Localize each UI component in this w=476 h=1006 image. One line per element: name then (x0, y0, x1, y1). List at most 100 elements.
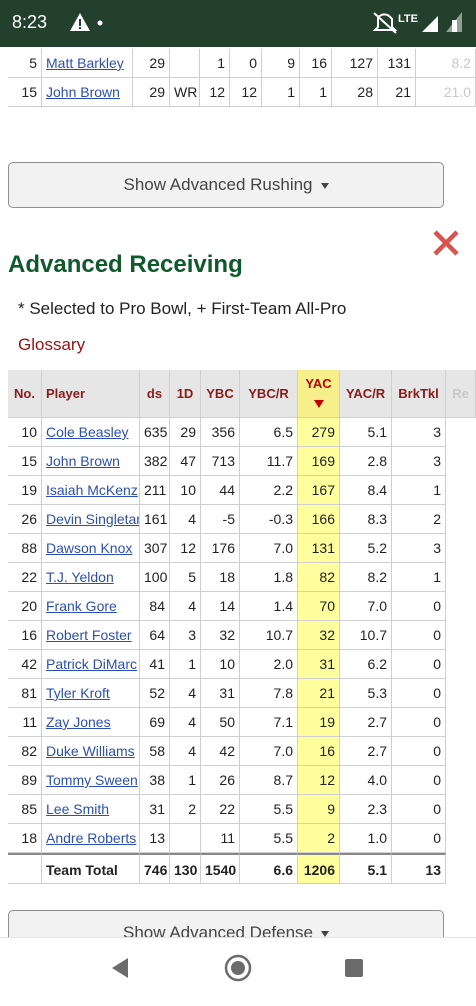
table-cell: 50 (201, 708, 240, 737)
player-link[interactable]: John Brown (42, 78, 133, 107)
table-cell: 5.3 (340, 679, 392, 708)
table-cell: 4 (170, 679, 201, 708)
table-cell: 47 (170, 447, 201, 476)
table-cell: 84 (140, 592, 170, 621)
table-cell: 635 (140, 418, 170, 447)
table-cell: 1 (262, 78, 300, 107)
player-link[interactable]: Duke Williams (42, 737, 140, 766)
table-cell: 26 (8, 505, 42, 534)
table-cell: 8.3 (340, 505, 392, 534)
table-cell: 713 (201, 447, 240, 476)
table-cell: 1 (170, 766, 201, 795)
table-cell (170, 824, 201, 853)
table-cell: 9 (262, 49, 300, 78)
player-link[interactable]: Andre Roberts (42, 824, 140, 853)
table-cell: 1 (200, 49, 230, 78)
player-link[interactable]: Tyler Kroft (42, 679, 140, 708)
table-cell: 12 (298, 766, 340, 795)
nav-icons (112, 954, 363, 982)
table-cell: 127 (332, 49, 378, 78)
table-cell: 10 (201, 650, 240, 679)
total-cell: 5.1 (340, 853, 392, 884)
table-cell: 3 (170, 621, 201, 650)
table-cell: 31 (298, 650, 340, 679)
player-link[interactable]: Frank Gore (42, 592, 140, 621)
total-cell: 6.6 (240, 853, 298, 884)
player-link[interactable]: Devin Singletar (42, 505, 140, 534)
table-cell: 0 (392, 592, 446, 621)
table-cell: 5.2 (340, 534, 392, 563)
table-cell: 0 (392, 708, 446, 737)
table-cell: 169 (298, 447, 340, 476)
table-cell: 11 (8, 708, 42, 737)
table-cell: 8.4 (340, 476, 392, 505)
table-cell: 3 (392, 534, 446, 563)
table-cell: 32 (298, 621, 340, 650)
table-cell: 22 (8, 563, 42, 592)
table-cell: 4 (170, 592, 201, 621)
dropdown-arrow (320, 930, 329, 937)
table-cell: 29 (170, 418, 201, 447)
table-cell: 19 (298, 708, 340, 737)
player-link[interactable]: Robert Foster (42, 621, 140, 650)
table-cell: 2.7 (340, 737, 392, 766)
table-cell: 69 (140, 708, 170, 737)
table-cell (170, 49, 200, 78)
total-cell: 130 (170, 853, 201, 884)
player-link[interactable]: Isaiah McKenz (42, 476, 140, 505)
table-cell: 82 (8, 737, 42, 766)
table-cell: 0 (392, 621, 446, 650)
player-link[interactable]: John Brown (42, 447, 140, 476)
table-cell: 20 (8, 592, 42, 621)
table-cell: 0 (392, 650, 446, 679)
status-network: LTE (398, 13, 418, 25)
glossary-link[interactable]: Glossary (18, 335, 86, 354)
player-link[interactable]: T.J. Yeldon (42, 563, 140, 592)
player-link[interactable]: Tommy Sween (42, 766, 140, 795)
player-link[interactable]: Dawson Knox (42, 534, 140, 563)
table-cell: 3 (392, 447, 446, 476)
table-cell: 31 (140, 795, 170, 824)
player-link[interactable]: Matt Barkley (42, 49, 133, 78)
table-cell: 10 (170, 476, 201, 505)
table-cell: 0 (392, 795, 446, 824)
table-cell: 89 (8, 766, 42, 795)
table-cell: 8.2 (340, 563, 392, 592)
table-cell: 82 (298, 563, 340, 592)
table-cell: 2.8 (340, 447, 392, 476)
table-cell: 9 (298, 795, 340, 824)
table-cell: 10.7 (240, 621, 298, 650)
player-link[interactable]: Lee Smith (42, 795, 140, 824)
close-icon[interactable] (432, 229, 460, 257)
player-link[interactable]: Patrick DiMarc (42, 650, 140, 679)
table-cell: 7.0 (240, 737, 298, 766)
table-cell: 42 (8, 650, 42, 679)
table-cell: 26 (201, 766, 240, 795)
table-cell: 29 (133, 49, 170, 78)
recents-button[interactable] (345, 959, 363, 977)
table-cell: 6.2 (340, 650, 392, 679)
table-cell: 8.2 (416, 49, 476, 78)
player-link[interactable]: Zay Jones (42, 708, 140, 737)
table-cell: 4 (170, 505, 201, 534)
back-button[interactable] (112, 958, 128, 978)
table-cell: 52 (140, 679, 170, 708)
player-link[interactable]: Cole Beasley (42, 418, 140, 447)
table-cell: 29 (133, 78, 170, 107)
table-cell: 41 (140, 650, 170, 679)
dropdown-arrow (320, 182, 329, 189)
home-button[interactable] (224, 954, 252, 982)
table-cell: 7.1 (240, 708, 298, 737)
table-cell: 5.5 (240, 795, 298, 824)
table-cell: 0 (392, 737, 446, 766)
table-cell: 1.4 (240, 592, 298, 621)
column-header: No. (8, 370, 42, 418)
table-cell: 12 (200, 78, 230, 107)
table-cell: 2.2 (240, 476, 298, 505)
table-cell: 4 (170, 737, 201, 766)
table-cell: 8.7 (240, 766, 298, 795)
table-cell: 0 (230, 49, 262, 78)
table-cell: 0 (392, 679, 446, 708)
table-cell: 176 (201, 534, 240, 563)
rushing-button[interactable]: Show Advanced Rushing (8, 162, 444, 208)
